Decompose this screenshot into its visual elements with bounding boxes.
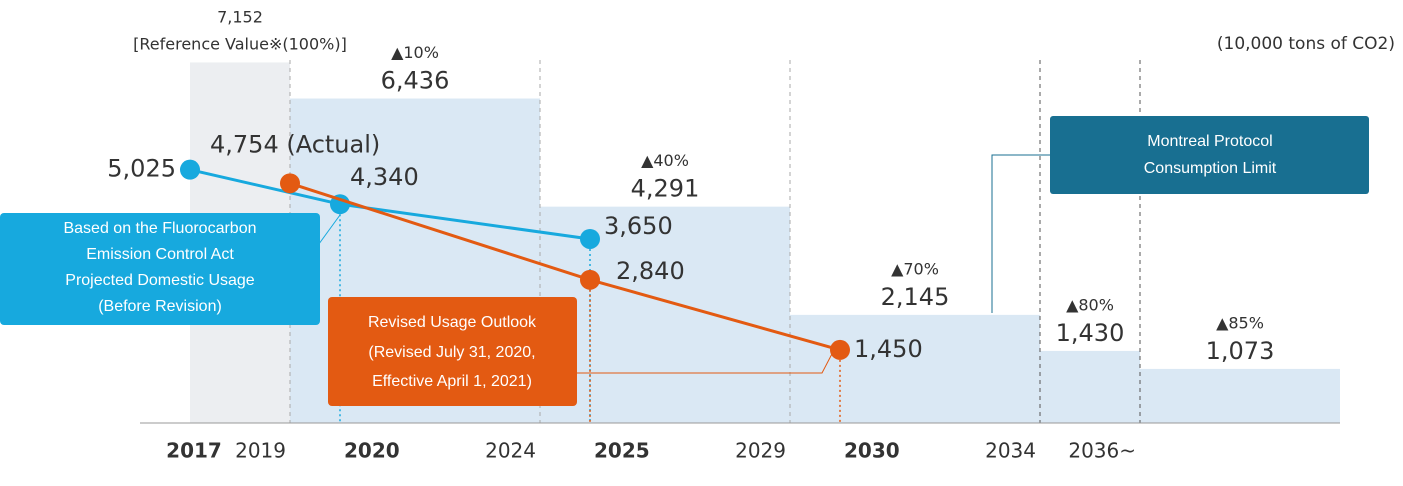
series-name: Revised Usage Outlook [368,314,537,331]
limit-box [1050,116,1369,194]
series-point [280,173,300,194]
limit-step [1140,368,1340,423]
x-tick-label: 2017 [166,439,222,463]
limit-value: 2,145 [881,283,950,311]
x-tick-label: 2036~ [1068,439,1136,463]
limit-value: 6,436 [381,67,450,95]
x-tick-label: 2025 [594,439,650,463]
reduction-label: ▲85% [1216,313,1264,332]
limit-step [1040,350,1140,423]
limit-value: 4,291 [631,175,700,203]
orange-connector [577,349,835,374]
x-tick-label: 2034 [985,439,1036,463]
foreground-layer: 7,152 [Reference Value※(100%)] 6,436 ▲10% 4,… [107,8,1274,463]
series-point [180,159,200,180]
x-tick-label: 2019 [235,439,286,463]
value-label: 4,340 [350,163,419,191]
series-name: Effective April 1, 2021) [372,373,532,390]
blue-box [0,213,320,325]
limit-name: Consumption Limit [1144,160,1277,177]
series-name: (Before Revision) [98,298,222,315]
x-tick-label: 2024 [485,439,536,463]
background-layer [140,60,1340,424]
reference-label: [Reference Value※(100%)] [133,35,347,54]
series-name: Based on the Fluorocarbon [63,220,256,237]
reference-value: 7,152 [217,8,263,27]
limit-step [790,314,1040,423]
x-tick-label: 2029 [735,439,786,463]
orange-box [328,297,577,406]
limit-value: 1,430 [1056,319,1125,347]
limit-name: Montreal Protocol [1147,133,1272,150]
reduction-label: ▲80% [1066,295,1114,314]
x-tick-label: 2020 [344,439,400,463]
series-point [580,269,600,290]
value-label: 3,650 [604,212,673,240]
limit-value: 1,073 [1206,337,1275,365]
value-label: 2,840 [616,257,685,285]
series-point [580,228,600,249]
reduction-label: ▲10% [391,43,439,62]
value-label: 4,754 (Actual) [210,130,380,158]
limit-connector [991,154,1050,313]
series-name: Projected Domestic Usage [65,272,255,289]
value-label: 1,450 [854,335,923,363]
x-tick-label: 2030 [844,439,900,463]
reduction-label: ▲40% [641,151,689,170]
value-label: 5,025 [107,155,176,183]
series-name: (Revised July 31, 2020, [368,344,535,361]
series-point [830,339,850,360]
series-name: Emission Control Act [86,246,234,263]
unit-label: (10,000 tons of CO2) [1217,34,1395,54]
reduction-label: ▲70% [891,259,939,278]
